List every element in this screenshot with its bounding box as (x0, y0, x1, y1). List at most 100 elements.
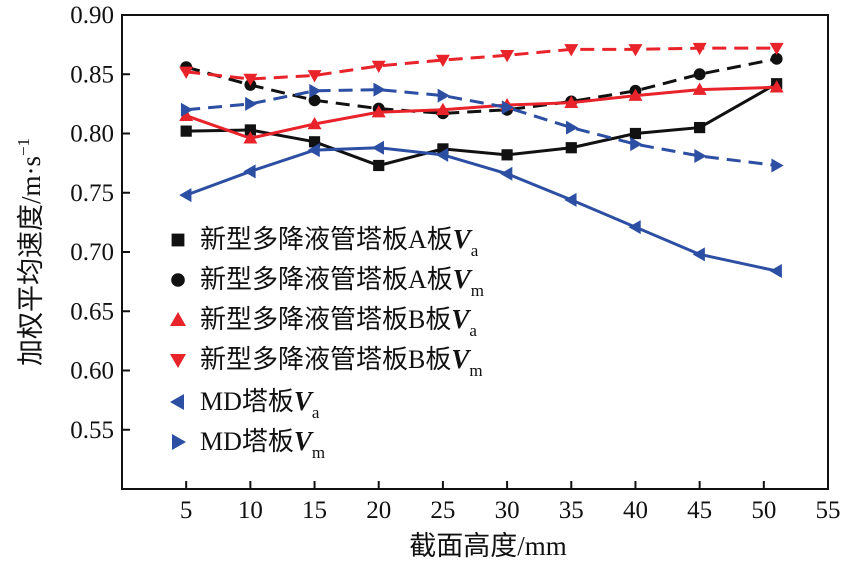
data-point-marker (170, 354, 186, 368)
x-axis-title: 截面高度/mm (409, 531, 567, 561)
legend-label: 新型多降液管塔板A板Va (200, 224, 479, 260)
x-tick-label: 5 (180, 497, 193, 524)
legend-series-name: MD塔板 (200, 387, 294, 416)
data-point-marker (170, 394, 184, 410)
series-line (186, 46, 777, 81)
legend-subscript: m (469, 361, 482, 380)
data-point-marker (179, 108, 194, 121)
legend-subscript: m (312, 443, 325, 462)
x-tick-label: 35 (559, 497, 584, 524)
data-point-marker (692, 82, 707, 95)
data-point-marker (692, 247, 705, 262)
series-square (180, 78, 783, 172)
data-point-marker (171, 273, 185, 287)
x-tick-label: 20 (366, 497, 391, 524)
data-point-marker (179, 188, 192, 203)
data-point-marker (435, 102, 450, 116)
data-point-marker (435, 54, 450, 68)
legend-series-name: 新型多降液管塔板B板 (200, 345, 451, 374)
data-point-marker (307, 117, 322, 130)
series-triangle-up (179, 80, 784, 144)
legend-series-name: MD塔板 (200, 427, 294, 456)
data-point-marker (243, 164, 256, 179)
data-point-marker (565, 142, 577, 154)
x-tick-label: 40 (623, 497, 648, 524)
y-tick-label: 0.55 (70, 417, 114, 444)
legend-label: MD塔板Va (200, 386, 320, 422)
data-point-marker (769, 80, 784, 93)
legend-item: MD塔板Vm (172, 426, 325, 462)
data-point-marker (371, 60, 386, 73)
data-point-marker (243, 73, 258, 86)
data-point-marker (172, 434, 186, 450)
data-point-marker (692, 42, 707, 56)
y-axis-ticks: 0.55 0.60 0.65 0.70 0.75 0.80 0.85 0.90 (70, 2, 130, 444)
data-point-marker (435, 147, 449, 162)
x-tick-label: 50 (751, 497, 776, 524)
data-point-marker (769, 263, 782, 278)
data-point-marker (628, 44, 643, 57)
y-tick-label: 0.70 (70, 239, 114, 266)
legend-label: 新型多降液管塔板A板Vm (200, 264, 484, 300)
legend-series-name: 新型多降液管塔板A板 (200, 225, 453, 254)
data-point-marker (180, 125, 192, 137)
legend: 新型多降液管塔板A板Va新型多降液管塔板A板Vm新型多降液管塔板B板Va新型多降… (170, 224, 484, 462)
y-tick-label: 0.90 (70, 2, 114, 29)
legend-subscript: a (471, 241, 479, 260)
data-point-marker (630, 137, 643, 152)
series-line (186, 82, 778, 168)
data-point-marker (628, 220, 641, 235)
data-point-marker (179, 66, 194, 79)
legend-subscript: a (312, 403, 320, 422)
data-point-marker (244, 124, 256, 136)
data-point-marker (566, 120, 579, 135)
y-axis-title: 加权平均速度/m·s−1 (14, 138, 46, 366)
y-tick-label: 0.75 (70, 180, 114, 207)
x-tick-label: 30 (495, 497, 520, 524)
legend-item: 新型多降液管塔板A板Va (171, 224, 479, 260)
data-point-marker (693, 68, 706, 81)
x-tick-label: 45 (687, 497, 712, 524)
data-point-marker (371, 105, 386, 118)
data-point-marker (307, 70, 322, 83)
series-line (185, 57, 777, 115)
data-point-marker (628, 88, 643, 101)
data-point-marker (564, 44, 579, 57)
data-point-marker (564, 192, 577, 207)
legend-symbol: V (451, 304, 471, 334)
series-triangle-down (179, 42, 784, 86)
data-point-marker (500, 166, 513, 181)
data-point-marker (770, 52, 783, 65)
y-axis-title-exponent: −1 (14, 138, 33, 156)
data-point-marker (371, 140, 384, 155)
y-tick-label: 0.65 (70, 298, 114, 325)
legend-item: 新型多降液管塔板A板Vm (171, 264, 484, 300)
x-axis-ticks: 5 10 15 20 25 30 35 40 45 50 55 (180, 481, 841, 524)
legend-label: MD塔板Vm (200, 426, 325, 462)
data-point-marker (373, 159, 385, 172)
legend-series-name: 新型多降液管塔板B板 (200, 305, 451, 334)
y-tick-label: 0.85 (70, 61, 114, 88)
legend-symbol: V (294, 426, 314, 456)
data-point-marker (694, 149, 707, 164)
legend-label: 新型多降液管塔板B板Va (200, 304, 477, 340)
series-line (185, 85, 777, 140)
data-point-marker (308, 136, 321, 148)
data-point-marker (437, 88, 450, 103)
data-point-marker (309, 83, 322, 98)
x-tick-label: 10 (238, 497, 263, 524)
series-circle (180, 52, 783, 120)
data-point-marker (171, 233, 185, 247)
data-point-marker (564, 95, 579, 108)
series-triangle-right (180, 82, 784, 173)
data-point-marker (501, 149, 513, 161)
legend-symbol: V (453, 224, 473, 254)
data-point-marker (307, 143, 320, 158)
data-point-marker (243, 131, 258, 144)
data-point-marker (180, 102, 194, 117)
legend-label: 新型多降液管塔板B板Vm (200, 344, 483, 380)
legend-symbol: V (294, 386, 314, 416)
data-point-marker (769, 42, 784, 56)
data-point-marker (170, 312, 186, 326)
legend-subscript: a (469, 321, 477, 340)
